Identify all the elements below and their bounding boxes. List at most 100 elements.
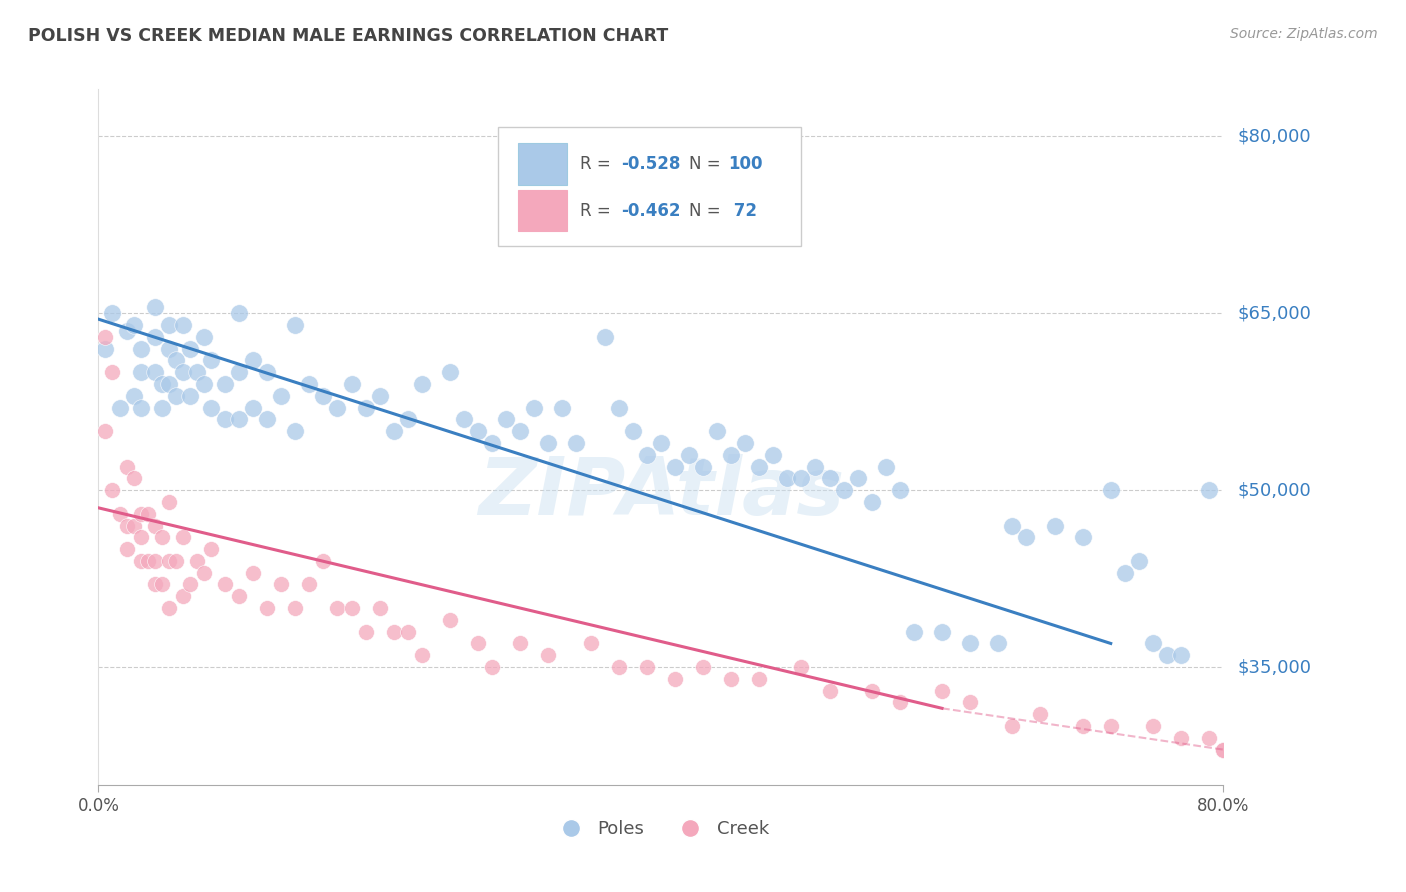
Point <box>136 507 159 521</box>
Point <box>165 389 187 403</box>
Point <box>692 660 714 674</box>
Point <box>607 401 630 415</box>
Point <box>368 389 391 403</box>
Point <box>354 401 377 415</box>
Point <box>214 377 236 392</box>
Point <box>270 577 292 591</box>
Point <box>762 448 785 462</box>
Point <box>607 660 630 674</box>
Point <box>382 424 405 438</box>
Point <box>143 365 166 379</box>
Point <box>157 495 180 509</box>
Point <box>495 412 517 426</box>
Point <box>523 401 546 415</box>
Point <box>664 672 686 686</box>
Point <box>143 577 166 591</box>
Point <box>1142 636 1164 650</box>
Point <box>748 672 770 686</box>
Point <box>1071 530 1094 544</box>
Point <box>636 660 658 674</box>
Point <box>1071 719 1094 733</box>
Point <box>734 436 756 450</box>
Point <box>565 436 588 450</box>
Point <box>1128 554 1150 568</box>
Point <box>987 636 1010 650</box>
Point <box>382 624 405 639</box>
Point <box>94 424 117 438</box>
FancyBboxPatch shape <box>517 144 568 185</box>
Point <box>579 153 602 167</box>
Point <box>129 530 152 544</box>
Point <box>720 448 742 462</box>
Point <box>903 624 925 639</box>
Point <box>959 695 981 709</box>
Point <box>312 554 335 568</box>
Point <box>165 353 187 368</box>
Point <box>706 424 728 438</box>
Point <box>122 389 145 403</box>
Legend: Poles, Creek: Poles, Creek <box>546 814 776 846</box>
Point <box>94 342 117 356</box>
Point <box>1198 483 1220 497</box>
Point <box>1001 518 1024 533</box>
Point <box>396 412 419 426</box>
Point <box>790 471 813 485</box>
Point <box>228 365 250 379</box>
Point <box>256 412 278 426</box>
Point <box>129 507 152 521</box>
Point <box>242 353 264 368</box>
Point <box>1156 648 1178 663</box>
Point <box>101 365 124 379</box>
Point <box>172 365 194 379</box>
Point <box>1212 742 1234 756</box>
Point <box>214 412 236 426</box>
Point <box>875 459 897 474</box>
Point <box>326 401 349 415</box>
Point <box>179 389 201 403</box>
Point <box>804 459 827 474</box>
Point <box>748 459 770 474</box>
Point <box>678 448 700 462</box>
Point <box>1170 648 1192 663</box>
Point <box>122 318 145 332</box>
Point <box>150 530 173 544</box>
Point <box>467 424 489 438</box>
Point <box>312 389 335 403</box>
Point <box>846 471 869 485</box>
Point <box>326 601 349 615</box>
Point <box>340 601 363 615</box>
Point <box>157 601 180 615</box>
Point <box>1170 731 1192 745</box>
Point <box>340 377 363 392</box>
Point <box>193 566 215 580</box>
Text: -0.528: -0.528 <box>621 155 681 173</box>
Text: N =: N = <box>689 202 720 220</box>
Point <box>720 672 742 686</box>
Point <box>115 542 138 557</box>
Point <box>889 695 911 709</box>
Point <box>776 471 799 485</box>
Point <box>368 601 391 615</box>
Point <box>115 518 138 533</box>
Point <box>284 318 307 332</box>
Point <box>129 365 152 379</box>
Point <box>1001 719 1024 733</box>
Point <box>509 636 531 650</box>
Point <box>200 353 222 368</box>
Point <box>165 554 187 568</box>
Point <box>1212 742 1234 756</box>
Point <box>122 471 145 485</box>
Point <box>108 401 131 415</box>
Point <box>242 566 264 580</box>
Point <box>172 318 194 332</box>
Point <box>1015 530 1038 544</box>
Point <box>509 424 531 438</box>
Point <box>931 624 953 639</box>
Point <box>150 577 173 591</box>
Text: R =: R = <box>579 155 616 173</box>
Point <box>136 554 159 568</box>
Point <box>818 683 841 698</box>
Point <box>193 330 215 344</box>
Point <box>157 318 180 332</box>
Point <box>1198 731 1220 745</box>
